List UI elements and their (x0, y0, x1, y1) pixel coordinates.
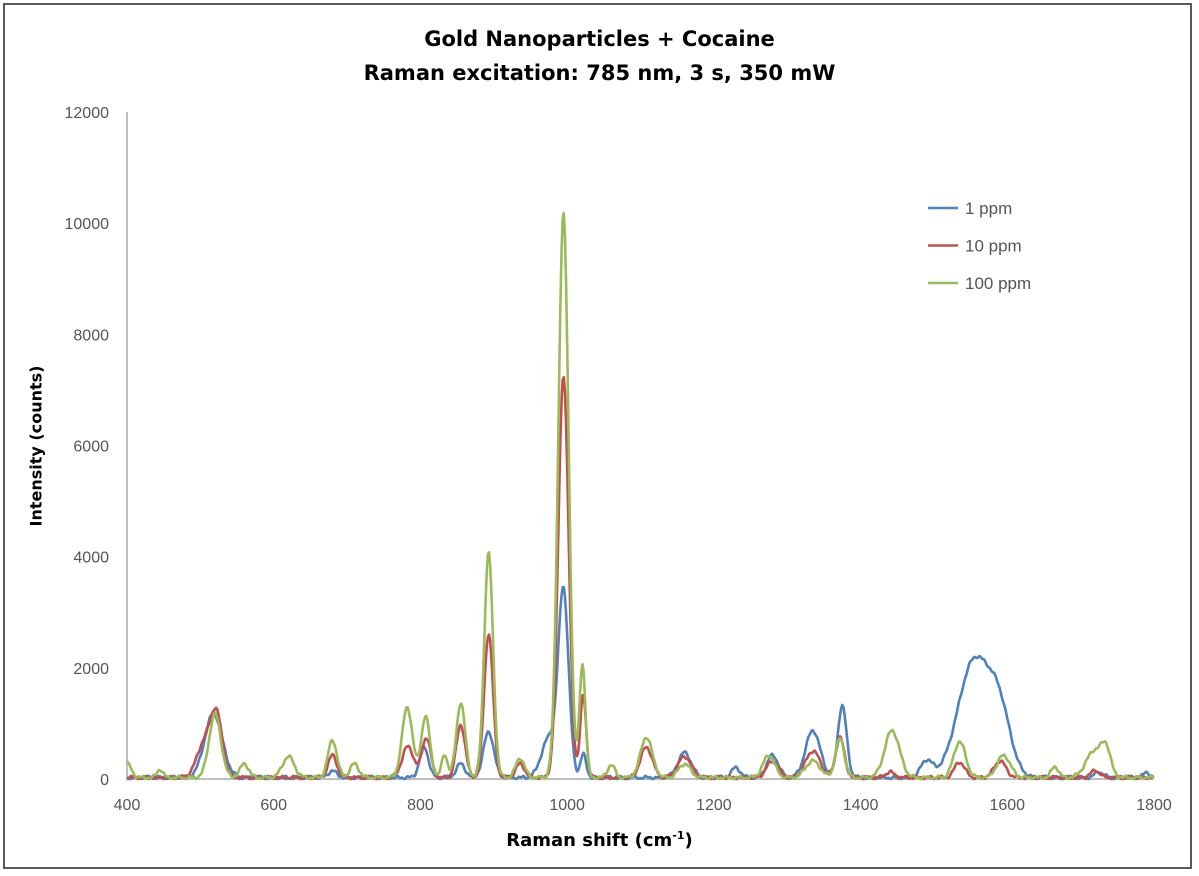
legend-label: 1 ppm (965, 199, 1012, 218)
x-tick-label: 1800 (1136, 797, 1172, 814)
y-tick-label: 8000 (73, 327, 109, 344)
chart-subtitle: Raman excitation: 785 nm, 3 s, 350 mW (363, 61, 836, 85)
x-tick-label: 1400 (843, 797, 879, 814)
x-tick-label: 400 (114, 797, 141, 814)
y-tick-label: 2000 (73, 661, 109, 678)
series-line-10-ppm (126, 375, 1155, 781)
x-axis-label: Raman shift (cm-1) (0, 829, 1199, 851)
y-tick-label: 6000 (73, 439, 109, 456)
y-tick-label: 10000 (65, 216, 110, 233)
chart-frame (3, 3, 1192, 869)
chart-title: Gold Nanoparticles + Cocaine (424, 27, 775, 51)
x-tick-label: 1000 (549, 797, 585, 814)
legend-label: 10 ppm (965, 237, 1022, 256)
x-axis-label-suffix: ) (684, 830, 693, 851)
y-tick-label: 4000 (73, 550, 109, 567)
x-tick-label: 600 (260, 797, 287, 814)
x-axis-label-text: Raman shift (cm (506, 830, 673, 851)
x-tick-label: 1600 (989, 797, 1025, 814)
x-tick-label: 800 (407, 797, 434, 814)
y-tick-label: 12000 (65, 105, 110, 122)
y-tick-label: 0 (100, 772, 109, 789)
series-line-100-ppm (126, 211, 1155, 781)
x-axis-label-superscript: -1 (672, 829, 685, 842)
x-tick-label: 1200 (696, 797, 732, 814)
legend-label: 100 ppm (965, 274, 1031, 293)
